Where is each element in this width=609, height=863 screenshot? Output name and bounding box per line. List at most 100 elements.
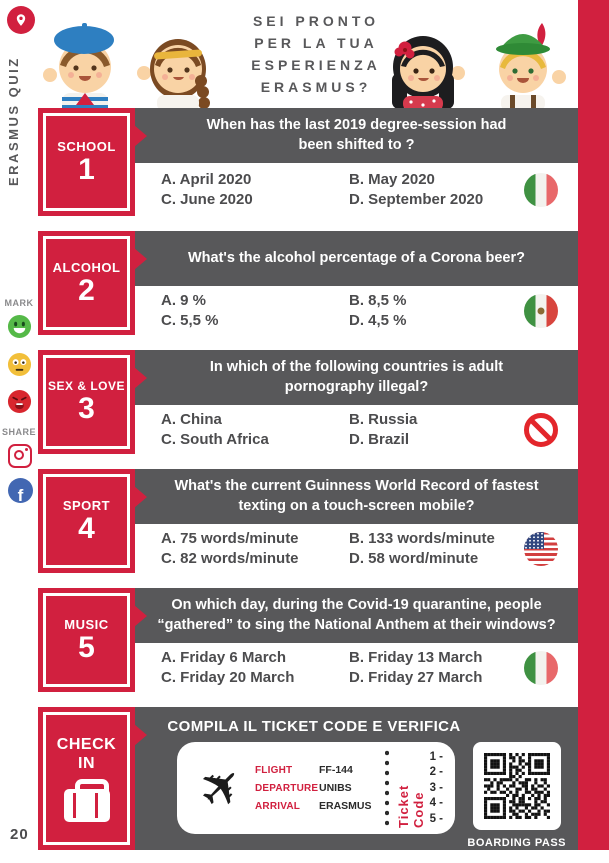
quiz-card-music: MUSIC 5 On which day, during the Covid-1… (38, 588, 578, 692)
badge-pointer (134, 486, 147, 508)
category-number: 4 (78, 511, 95, 545)
right-accent-strip (578, 0, 609, 850)
location-pin-icon (7, 6, 35, 34)
badge-pointer (134, 125, 147, 147)
category-badge-sex-love: SEX & LOVE 3 (38, 350, 135, 454)
category-badge-school: SCHOOL 1 (38, 108, 135, 216)
question-band: When has the last 2019 degree-session ha… (135, 108, 578, 163)
badge-pointer (134, 367, 147, 389)
category-number: 2 (78, 273, 95, 307)
answer-d: D. Friday 27 March (349, 669, 483, 686)
title-line: PER LA TUA (254, 35, 378, 51)
answer-b: B. May 2020 (349, 171, 435, 188)
category-badge-alcohol: ALCOHOL 2 (38, 231, 135, 335)
answer-c: C. Friday 20 March (161, 669, 295, 686)
answer-a: A. April 2020 (161, 171, 252, 188)
suitcase-icon (63, 779, 110, 822)
answer-a: A. 9 % (161, 292, 207, 309)
category-number: 3 (78, 392, 95, 425)
facebook-icon[interactable]: f (8, 478, 33, 505)
category-name: SEX & LOVE (47, 379, 126, 393)
ticket-perforation (384, 748, 389, 828)
question-text: What's the current Guinness World Record… (174, 477, 539, 514)
answer-b: B. 8,5 % (349, 292, 407, 309)
mexico-flag-icon (524, 293, 558, 328)
answer-a: A. China (161, 411, 222, 428)
quiz-card-sport: SPORT 4 What's the current Guinness Worl… (38, 469, 578, 573)
answers-band: A. Friday 6 March B. Friday 13 March C. … (135, 643, 578, 692)
title-line: SEI PRONTO (252, 13, 380, 29)
category-name: ALCOHOL (52, 259, 121, 275)
answer-c: C. South Africa (161, 431, 269, 448)
ticket-code-label: Ticket Code (395, 784, 426, 828)
quiz-cards: SCHOOL 1 When has the last 2019 degree-s… (38, 108, 578, 850)
answer-d: D. Brazil (349, 431, 410, 448)
check-in-title: COMPILA IL TICKET CODE E VERIFICA (167, 718, 461, 735)
prohibition-sign-icon (524, 412, 558, 447)
answer-b: B. Friday 13 March (349, 649, 483, 666)
instagram-icon[interactable] (8, 444, 32, 468)
answer-a: A. 75 words/minute (161, 530, 299, 547)
answers-band: A. China B. Russia C. South Africa D. Br… (135, 405, 578, 454)
italy-flag-icon (524, 172, 558, 207)
question-text: In which of the following countries is a… (209, 358, 504, 395)
question-band: What's the alcohol percentage of a Coron… (135, 231, 578, 286)
answer-b: B. Russia (349, 411, 418, 428)
answer-c: C. 5,5 % (161, 312, 219, 329)
check-in-line1: CHECK (56, 736, 117, 753)
answer-b: B. 133 words/minute (349, 530, 495, 547)
character-greek-girl (137, 39, 210, 110)
ticket-code-line[interactable]: 4 - (429, 797, 443, 810)
category-badge-music: MUSIC 5 (38, 588, 135, 692)
facebook-letter: f (17, 486, 24, 505)
share-label: SHARE (1, 427, 36, 437)
departure-label: DEPARTURE (255, 783, 319, 794)
ticket-code-line[interactable]: 2 - (429, 766, 443, 779)
check-in-card: CHECK IN COMPILA IL TICKET CODE E VERIFI… (38, 707, 578, 850)
page-header: SEI PRONTO PER LA TUA ESPERIENZA ERASMUS… (38, 0, 578, 110)
question-text: When has the last 2019 degree-session ha… (206, 116, 507, 153)
ticket-code-line[interactable]: 3 - (429, 781, 443, 794)
question-band: On which day, during the Covid-19 quaran… (135, 588, 578, 643)
left-sidebar: ERASMUS QUIZ MARK SHARE f 20 (0, 0, 38, 863)
category-name: SPORT (62, 497, 111, 513)
quiz-card-school: SCHOOL 1 When has the last 2019 degree-s… (38, 108, 578, 216)
arrival-value: ERASMUS (319, 800, 372, 812)
character-spanish-girl (392, 36, 465, 110)
vertical-page-title: ERASMUS QUIZ (6, 56, 21, 186)
check-in-line2: IN (78, 755, 95, 772)
quiz-card-sex-love: SEX & LOVE 3 In which of the following c… (38, 350, 578, 454)
italy-flag-icon (524, 650, 558, 685)
ticket-code-line[interactable]: 1 - (429, 750, 443, 763)
ticket-code-lines: 1 - 2 - 3 - 4 - 5 - (430, 750, 447, 827)
category-name: SCHOOL (57, 138, 116, 154)
answer-d: D. September 2020 (349, 191, 484, 208)
question-band: What's the current Guinness World Record… (135, 469, 578, 524)
answer-d: D. 4,5 % (349, 312, 407, 329)
sad-face-icon[interactable] (7, 389, 32, 414)
page-title: SEI PRONTO PER LA TUA ESPERIENZA ERASMUS… (233, 10, 399, 98)
happy-face-icon[interactable] (7, 314, 32, 339)
check-in-body: COMPILA IL TICKET CODE E VERIFICA ✈ FLIG… (135, 707, 578, 850)
answers-band: A. 75 words/minute B. 133 words/minute C… (135, 524, 578, 573)
answers-band: A. April 2020 B. May 2020 C. June 2020 D… (135, 163, 578, 216)
neutral-face-icon[interactable] (7, 352, 32, 377)
departure-value: UNIBS (319, 782, 352, 794)
badge-pointer (134, 605, 147, 627)
ticket-code-line[interactable]: 5 - (429, 812, 443, 825)
answer-c: C. June 2020 (161, 191, 253, 208)
flight-label: FLIGHT (255, 765, 293, 776)
category-number: 1 (78, 152, 95, 186)
arrival-label: ARRIVAL (255, 801, 301, 812)
category-badge-sport: SPORT 4 (38, 469, 135, 573)
character-french-boy (43, 23, 114, 110)
category-badge-check-in: CHECK IN (38, 707, 135, 850)
question-text: On which day, during the Covid-19 quaran… (157, 596, 556, 633)
flight-value: FF-144 (319, 764, 353, 776)
quiz-card-alcohol: ALCOHOL 2 What's the alcohol percentage … (38, 231, 578, 335)
answer-c: C. 82 words/minute (161, 550, 299, 567)
character-bavarian-boy (496, 23, 566, 110)
qr-code (472, 742, 561, 830)
boarding-ticket: ✈ FLIGHT FF-144 DEPARTURE UNIBS ARRIVAL ERA… (177, 742, 455, 834)
